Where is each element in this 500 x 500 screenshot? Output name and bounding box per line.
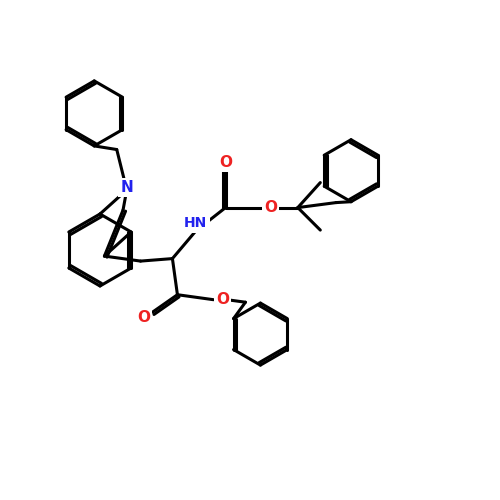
Text: O: O: [216, 292, 229, 307]
Text: HN: HN: [184, 216, 208, 230]
Text: O: O: [264, 200, 277, 215]
Text: O: O: [219, 155, 232, 170]
Text: O: O: [137, 310, 150, 324]
Text: N: N: [120, 180, 133, 195]
